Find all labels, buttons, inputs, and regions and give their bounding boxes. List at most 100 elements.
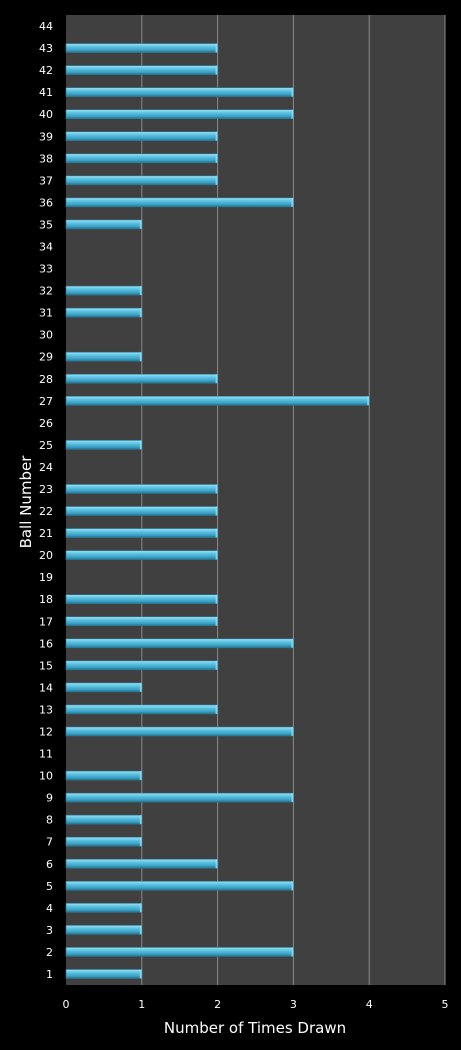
y-tick-label: 25 xyxy=(39,439,53,452)
bar-cap xyxy=(215,550,218,560)
bar-ball-2 xyxy=(65,947,294,957)
bar-cap xyxy=(291,726,294,736)
y-tick-label: 31 xyxy=(39,307,53,320)
bar-cap xyxy=(291,638,294,648)
bar-ball-31 xyxy=(65,307,143,318)
y-tick-label: 7 xyxy=(46,836,53,849)
y-tick-label: 33 xyxy=(39,263,53,276)
bar-body xyxy=(65,285,143,296)
bar-body xyxy=(65,682,143,693)
bar-body xyxy=(65,726,294,737)
y-tick-label: 3 xyxy=(46,924,53,937)
bar-ball-4 xyxy=(65,903,143,913)
bar-body xyxy=(65,395,370,406)
y-tick-label: 28 xyxy=(39,373,53,386)
bar-cap xyxy=(215,506,218,516)
bar-cap xyxy=(291,881,294,891)
bar-ball-29 xyxy=(65,351,143,362)
bar-ball-25 xyxy=(65,440,143,450)
bar-body xyxy=(65,814,143,825)
bar-ball-38 xyxy=(65,153,218,164)
bar-ball-15 xyxy=(65,660,218,671)
bar-body xyxy=(65,969,143,979)
bar-cap xyxy=(139,219,142,229)
bar-cap xyxy=(215,594,218,604)
y-tick-label: 12 xyxy=(39,725,53,738)
y-tick-label: 6 xyxy=(46,858,53,871)
bar-cap xyxy=(291,197,294,207)
x-tick-label: 0 xyxy=(63,998,70,1011)
y-tick-label: 37 xyxy=(39,174,53,187)
y-tick-label: 38 xyxy=(39,152,53,165)
bar-cap xyxy=(139,771,142,781)
y-tick-label: 24 xyxy=(39,461,53,474)
bar-body xyxy=(65,880,294,891)
y-tick-label: 26 xyxy=(39,417,53,430)
bar-body xyxy=(65,638,294,649)
bar-ball-13 xyxy=(65,704,218,715)
y-tick-label: 21 xyxy=(39,527,53,540)
bar-ball-32 xyxy=(65,285,143,296)
y-tick-label: 11 xyxy=(39,748,53,761)
y-tick-label: 1 xyxy=(46,968,53,981)
y-tick-label: 36 xyxy=(39,196,53,209)
bar-body xyxy=(65,616,218,627)
y-tick-labels: 1234567891011121314151617181920212223242… xyxy=(39,20,53,981)
bar-body xyxy=(65,373,218,384)
y-tick-label: 10 xyxy=(39,770,53,783)
y-tick-label: 34 xyxy=(39,240,53,253)
bar-body xyxy=(65,903,143,913)
bar-cap xyxy=(215,175,218,185)
y-tick-label: 35 xyxy=(39,218,53,231)
bar-body xyxy=(65,153,218,164)
bar-body xyxy=(65,660,218,671)
y-tick-label: 29 xyxy=(39,351,53,364)
bar-body xyxy=(65,351,143,362)
bar-body xyxy=(65,43,218,53)
y-tick-label: 19 xyxy=(39,571,53,584)
bar-cap xyxy=(215,131,218,141)
y-tick-label: 22 xyxy=(39,505,53,518)
bar-ball-3 xyxy=(65,925,143,935)
bar-body xyxy=(65,594,218,605)
y-axis-title: Ball Number xyxy=(17,455,35,549)
y-tick-label: 41 xyxy=(39,86,53,99)
bar-ball-12 xyxy=(65,726,294,737)
bar-cap xyxy=(139,440,142,450)
bar-body xyxy=(65,550,218,560)
bar-body xyxy=(65,925,143,935)
bar-body xyxy=(65,947,294,957)
x-tick-label: 5 xyxy=(442,998,449,1011)
bar-ball-5 xyxy=(65,880,294,891)
bar-ball-21 xyxy=(65,528,218,538)
bar-ball-28 xyxy=(65,373,218,384)
y-tick-label: 30 xyxy=(39,329,53,342)
y-tick-label: 5 xyxy=(46,880,53,893)
bar-cap xyxy=(139,837,142,847)
bar-cap xyxy=(139,308,142,318)
bar-ball-8 xyxy=(65,814,143,825)
bar-cap xyxy=(215,65,218,75)
bar-cap xyxy=(291,793,294,803)
bar-ball-7 xyxy=(65,836,143,847)
bar-cap xyxy=(291,87,294,97)
bar-ball-20 xyxy=(65,550,218,560)
bar-body xyxy=(65,175,218,186)
y-tick-label: 40 xyxy=(39,108,53,121)
bar-cap xyxy=(291,109,294,119)
x-axis-title: Number of Times Drawn xyxy=(164,1019,346,1037)
bar-ball-43 xyxy=(65,43,218,53)
bar-body xyxy=(65,307,143,318)
bars xyxy=(65,43,370,979)
x-tick-label: 2 xyxy=(214,998,221,1011)
y-tick-label: 8 xyxy=(46,814,53,827)
y-tick-label: 44 xyxy=(39,20,53,33)
bar-cap xyxy=(291,947,294,957)
bar-ball-42 xyxy=(65,65,218,75)
y-tick-label: 39 xyxy=(39,130,53,143)
bar-ball-39 xyxy=(65,131,218,142)
y-tick-label: 43 xyxy=(39,42,53,55)
y-tick-label: 20 xyxy=(39,549,53,562)
bar-cap xyxy=(367,396,370,406)
